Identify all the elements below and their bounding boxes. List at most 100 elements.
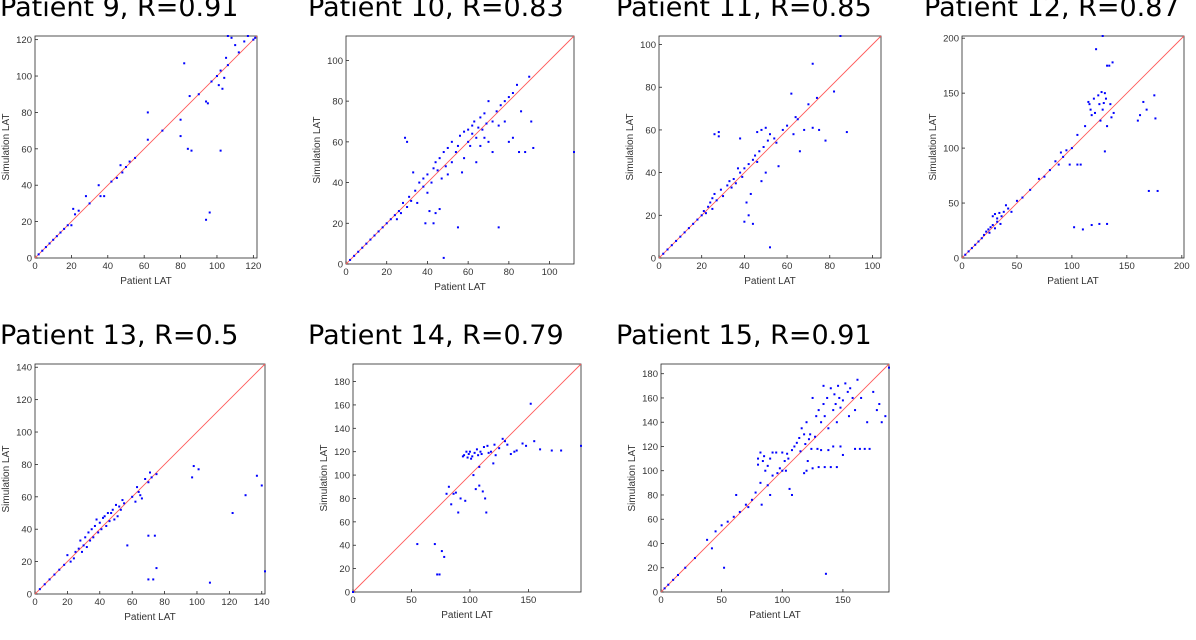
data-point bbox=[106, 512, 109, 515]
data-point bbox=[982, 233, 985, 236]
identity-line bbox=[658, 35, 882, 259]
y-tick-label: 100 bbox=[327, 56, 343, 67]
data-point bbox=[704, 212, 707, 215]
data-point bbox=[1002, 210, 1005, 213]
data-point bbox=[153, 534, 156, 537]
data-point bbox=[769, 493, 772, 496]
data-point bbox=[1142, 100, 1145, 103]
data-point bbox=[805, 421, 808, 424]
data-point bbox=[461, 171, 464, 174]
data-point bbox=[479, 144, 482, 147]
data-point bbox=[219, 149, 222, 152]
x-tick-label: 150 bbox=[1119, 261, 1135, 272]
data-point bbox=[754, 491, 757, 494]
data-point bbox=[416, 543, 419, 546]
data-point bbox=[190, 149, 193, 152]
data-point bbox=[684, 566, 687, 569]
data-point bbox=[744, 503, 747, 506]
data-point bbox=[726, 184, 729, 187]
data-point bbox=[662, 252, 665, 255]
data-point bbox=[809, 433, 812, 436]
data-point bbox=[103, 195, 106, 198]
data-point bbox=[814, 435, 817, 438]
data-point bbox=[735, 493, 738, 496]
data-point bbox=[833, 393, 836, 396]
data-point bbox=[438, 573, 441, 576]
y-tick-label: 60 bbox=[645, 125, 656, 136]
x-tick-label: 100 bbox=[774, 595, 790, 606]
data-point bbox=[747, 163, 750, 166]
data-point bbox=[675, 239, 678, 242]
data-point bbox=[406, 206, 409, 208]
x-tick-label: 0 bbox=[350, 595, 355, 606]
data-point bbox=[126, 544, 129, 547]
chart-panel-2: Patient 10, R=0.83 0 20 40 60 80 100 0 20 40 60 80 1… bbox=[308, 0, 608, 312]
scatter-plot: 0 50 100 150 0 20 40 60 80 100 120 140 160 180 Patient… bbox=[627, 363, 890, 621]
data-point bbox=[783, 460, 786, 463]
y-tick-label: 140 bbox=[642, 418, 658, 429]
data-point bbox=[1043, 175, 1046, 178]
data-point bbox=[528, 75, 531, 78]
data-point bbox=[255, 474, 258, 477]
y-axis-label: Simulation LAT bbox=[627, 444, 638, 511]
data-point bbox=[841, 453, 844, 456]
data-point bbox=[875, 409, 878, 412]
data-point bbox=[124, 166, 127, 169]
data-point bbox=[442, 256, 445, 259]
data-point bbox=[205, 218, 208, 221]
data-point bbox=[1076, 163, 1079, 166]
y-tick-label: 40 bbox=[332, 178, 343, 189]
data-point bbox=[475, 161, 478, 164]
data-point bbox=[399, 212, 402, 215]
data-point bbox=[509, 453, 512, 456]
data-point bbox=[487, 100, 490, 103]
data-point bbox=[98, 521, 101, 524]
data-point bbox=[1108, 64, 1111, 67]
data-point bbox=[1021, 196, 1024, 199]
x-tick-label: 40 bbox=[94, 597, 105, 608]
data-point bbox=[759, 481, 762, 484]
data-point bbox=[79, 539, 82, 542]
data-point bbox=[447, 485, 450, 488]
data-point bbox=[521, 442, 524, 445]
data-point bbox=[1088, 103, 1091, 106]
y-tick-label: 80 bbox=[645, 83, 656, 94]
data-point bbox=[493, 443, 496, 446]
data-point bbox=[97, 531, 100, 534]
data-point bbox=[487, 140, 490, 143]
y-tick-label: 180 bbox=[642, 369, 658, 380]
data-point bbox=[434, 161, 437, 164]
data-point bbox=[1098, 103, 1101, 106]
data-point bbox=[573, 151, 575, 154]
data-point bbox=[116, 515, 119, 518]
data-point bbox=[440, 550, 443, 553]
data-point bbox=[123, 502, 126, 505]
chart-title: Patient 11, R=0.85 bbox=[616, 0, 872, 23]
data-point bbox=[103, 515, 106, 518]
data-point bbox=[474, 488, 477, 491]
y-tick-label: 100 bbox=[334, 471, 350, 482]
data-point bbox=[459, 497, 462, 500]
data-point bbox=[1102, 102, 1105, 105]
data-point bbox=[144, 478, 147, 480]
data-point bbox=[817, 466, 820, 469]
data-point bbox=[709, 201, 712, 204]
data-point bbox=[498, 447, 501, 450]
data-point bbox=[847, 415, 850, 418]
data-point bbox=[424, 222, 427, 225]
data-point bbox=[489, 450, 492, 453]
data-point bbox=[863, 447, 866, 450]
data-point bbox=[140, 497, 143, 500]
data-point bbox=[854, 409, 857, 412]
data-point bbox=[254, 36, 257, 39]
data-point bbox=[827, 449, 830, 452]
data-point bbox=[463, 157, 466, 160]
data-point bbox=[483, 112, 486, 115]
data-point bbox=[134, 156, 137, 159]
data-point bbox=[670, 244, 673, 247]
data-point bbox=[444, 165, 447, 168]
data-point bbox=[438, 157, 441, 160]
data-point bbox=[1101, 108, 1104, 111]
data-point bbox=[1153, 94, 1156, 97]
data-point bbox=[108, 520, 111, 523]
